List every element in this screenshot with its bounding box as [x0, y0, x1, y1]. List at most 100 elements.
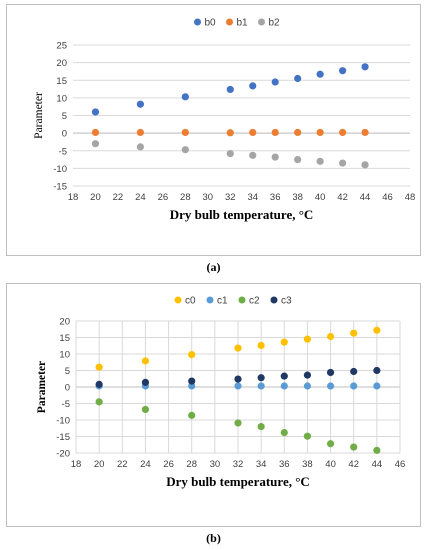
chart-a-x-tick-label: 20 — [90, 192, 101, 203]
chart-a-x-tick-label: 40 — [315, 192, 326, 203]
chart-b-point-c2 — [350, 443, 358, 451]
chart-a-y-tick-label: -5 — [59, 146, 67, 157]
chart-a-point-b0 — [226, 85, 234, 94]
chart-b: -20 -15 -10 -5 0 5 10 15 20 18 20 22 24 26 28 30 32 34 36 3… — [6, 283, 421, 527]
chart-b-point-c1 — [373, 382, 381, 390]
chart-b-legend-label-c1: c1 — [217, 296, 228, 307]
chart-a-point-b2 — [136, 143, 144, 151]
chart-a-x-tick-label: 18 — [68, 192, 79, 203]
chart-a-x-tick-label: 46 — [382, 192, 393, 203]
chart-b-y-tick-label: 10 — [59, 350, 70, 361]
chart-a-x-tick-label: 38 — [292, 192, 303, 203]
caption-a: (a) — [206, 260, 221, 274]
chart-b-x-tick-label: 18 — [71, 459, 82, 470]
chart-a-point-b2 — [294, 155, 302, 164]
chart-a-point-b0 — [181, 93, 189, 101]
chart-b-point-c1 — [280, 382, 288, 390]
chart-a-point-b1 — [361, 128, 369, 137]
chart-a-x-tick-label: 48 — [405, 192, 416, 203]
chart-b-legend-marker-c0 — [174, 296, 182, 304]
chart-b-x-axis-title: Dry bulb temperature, °C — [166, 474, 310, 489]
chart-b-point-c3 — [234, 375, 242, 383]
chart-b-point-c3 — [303, 371, 312, 379]
chart-b-point-c2 — [373, 446, 381, 454]
chart-a-point-b0 — [249, 82, 257, 90]
chart-b-legend-marker-c3 — [270, 296, 278, 304]
chart-b-x-tick-label: 36 — [279, 459, 290, 470]
chart-a-point-b0 — [316, 70, 324, 78]
chart-a-y-tick-label: -15 — [53, 182, 67, 193]
chart-b-legend-marker-c2 — [238, 296, 246, 304]
chart-b-point-c1 — [303, 382, 312, 390]
chart-a-point-b1 — [271, 128, 279, 137]
chart-b-x-tick-label: 38 — [302, 459, 313, 470]
chart-b-x-tick-label: 28 — [186, 459, 197, 470]
chart-a-point-b2 — [316, 157, 324, 165]
chart-b-point-c0 — [257, 341, 265, 350]
chart-b-y-tick-label: 5 — [65, 366, 70, 377]
chart-a-y-tick-label: 5 — [62, 111, 67, 122]
chart-b-point-c2 — [188, 411, 196, 419]
chart-b-x-tick-label: 20 — [94, 459, 105, 470]
chart-b-y-axis-title: Parameter — [36, 361, 48, 413]
chart-a-y-tick-label: 15 — [56, 76, 67, 87]
chart-b-y-tick-label: -20 — [56, 449, 70, 460]
chart-b-point-c0 — [350, 329, 358, 337]
chart-b-point-c0 — [234, 344, 242, 352]
chart-a-x-tick-label: 32 — [225, 192, 236, 203]
chart-b-point-c2 — [280, 428, 288, 437]
chart-a-point-b0 — [91, 108, 100, 116]
chart-b-legend-label-c0: c0 — [185, 296, 196, 307]
chart-b-point-c2 — [257, 423, 265, 431]
chart-a-x-tick-label: 22 — [113, 192, 124, 203]
chart-b-x-tick-label: 22 — [117, 459, 128, 470]
chart-b-legend-label-c3: c3 — [281, 296, 292, 307]
chart-b-point-c1 — [326, 382, 335, 390]
chart-b-legend-marker-c1 — [206, 296, 214, 304]
chart-b-point-c0 — [141, 357, 150, 365]
chart-a-y-tick-label: -10 — [53, 164, 67, 175]
chart-b-x-tick-label: 26 — [163, 459, 174, 470]
chart-b-point-c3 — [326, 368, 335, 377]
chart-b-x-tick-label: 46 — [395, 459, 406, 470]
chart-b-y-tick-label: -5 — [62, 399, 70, 410]
chart-b-y-tick-label: 0 — [65, 383, 70, 394]
chart-a-y-tick-label: 20 — [56, 58, 67, 69]
chart-a-point-b1 — [181, 128, 189, 137]
chart-a-x-tick-label: 30 — [203, 192, 214, 203]
chart-a-y-tick-label: 0 — [62, 129, 67, 140]
chart-b-svg: -20 -15 -10 -5 0 5 10 15 20 18 20 22 24 26 28 30 32 34 36 3… — [36, 296, 406, 490]
chart-b-point-c0 — [188, 351, 196, 359]
chart-b-x-tick-label: 24 — [140, 459, 151, 470]
chart-b-point-c2 — [141, 405, 150, 414]
chart-a-legend-marker-b0 — [194, 18, 201, 26]
chart-b-point-c3 — [95, 380, 103, 388]
chart-a-point-b0 — [361, 63, 369, 71]
chart-b-point-c3 — [373, 366, 381, 375]
chart-b-point-c2 — [326, 440, 335, 448]
chart-a-point-b2 — [271, 153, 279, 161]
chart-b-x-tick-label: 40 — [325, 459, 336, 470]
chart-b-point-c2 — [234, 419, 242, 427]
chart-b-point-c2 — [95, 398, 103, 406]
chart-b-point-c0 — [280, 338, 288, 346]
chart-a-y-tick-label: 25 — [56, 41, 67, 52]
chart-a-legend-label-b1: b1 — [237, 18, 249, 29]
chart-a-point-b1 — [91, 128, 100, 137]
chart-a-svg: -15 -10 -5 0 5 10 15 20 25 18 20 22 24 26 28 30 32 34 36 38… — [33, 18, 416, 223]
chart-a-point-b2 — [339, 159, 347, 167]
chart-b-point-c0 — [303, 335, 312, 343]
chart-b-point-c3 — [280, 372, 288, 380]
chart-a-point-b1 — [294, 128, 302, 137]
caption-b: (b) — [206, 531, 221, 545]
chart-b-y-tick-label: -15 — [56, 432, 70, 443]
chart-a-legend-marker-b1 — [226, 18, 233, 26]
chart-b-x-tick-label: 32 — [233, 459, 244, 470]
chart-a-y-tick-label: 10 — [56, 93, 67, 104]
chart-b-x-tick-label: 42 — [348, 459, 359, 470]
chart-a-point-b0 — [136, 100, 144, 108]
chart-b-point-c1 — [188, 382, 196, 390]
chart-b-point-c1 — [350, 382, 358, 390]
chart-a-point-b1 — [249, 128, 257, 137]
chart-a-point-b0 — [271, 78, 279, 86]
